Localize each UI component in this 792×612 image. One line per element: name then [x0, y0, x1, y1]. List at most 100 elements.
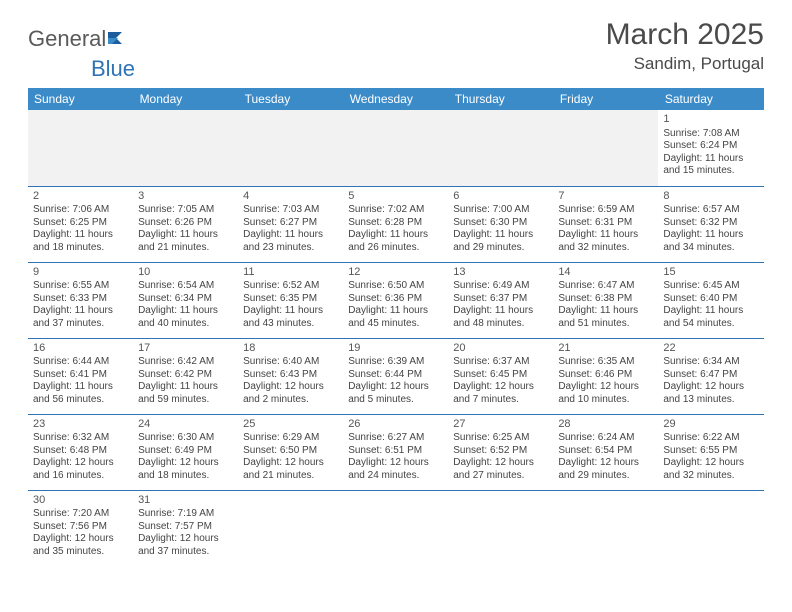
sunset-text: Sunset: 6:35 PM [243, 293, 338, 306]
day-number: 14 [558, 266, 653, 280]
day-number: 7 [558, 190, 653, 204]
calendar-blank [238, 490, 343, 566]
day-number: 29 [663, 418, 758, 432]
sunrise-text: Sunrise: 6:25 AM [453, 432, 548, 445]
sunrise-text: Sunrise: 6:32 AM [33, 432, 128, 445]
daylight-text: Daylight: 12 hours and 13 minutes. [663, 381, 758, 406]
day-number: 17 [138, 342, 233, 356]
day-number: 30 [33, 494, 128, 508]
sunrise-text: Sunrise: 6:50 AM [348, 280, 443, 293]
sunrise-text: Sunrise: 6:44 AM [33, 356, 128, 369]
sunrise-text: Sunrise: 7:20 AM [33, 508, 128, 521]
day-number: 25 [243, 418, 338, 432]
day-number: 5 [348, 190, 443, 204]
sunrise-text: Sunrise: 6:22 AM [663, 432, 758, 445]
sunrise-text: Sunrise: 7:00 AM [453, 204, 548, 217]
sunrise-text: Sunrise: 6:40 AM [243, 356, 338, 369]
calendar-body: 1Sunrise: 7:08 AMSunset: 6:24 PMDaylight… [28, 110, 764, 566]
sunrise-text: Sunrise: 7:06 AM [33, 204, 128, 217]
title-block: March 2025 Sandim, Portugal [606, 18, 764, 74]
calendar-blank [343, 490, 448, 566]
calendar-week: 16Sunrise: 6:44 AMSunset: 6:41 PMDayligh… [28, 338, 764, 414]
daylight-text: Daylight: 11 hours and 40 minutes. [138, 305, 233, 330]
sunset-text: Sunset: 6:30 PM [453, 217, 548, 230]
sunrise-text: Sunrise: 7:08 AM [663, 128, 758, 141]
daylight-text: Daylight: 12 hours and 27 minutes. [453, 457, 548, 482]
day-number: 19 [348, 342, 443, 356]
sunset-text: Sunset: 6:40 PM [663, 293, 758, 306]
day-number: 28 [558, 418, 653, 432]
calendar-day: 10Sunrise: 6:54 AMSunset: 6:34 PMDayligh… [133, 262, 238, 338]
weekday-header: Sunday [28, 88, 133, 110]
daylight-text: Daylight: 11 hours and 29 minutes. [453, 229, 548, 254]
calendar-day: 5Sunrise: 7:02 AMSunset: 6:28 PMDaylight… [343, 186, 448, 262]
sunset-text: Sunset: 6:55 PM [663, 445, 758, 458]
sunset-text: Sunset: 6:50 PM [243, 445, 338, 458]
day-number: 2 [33, 190, 128, 204]
calendar-day: 31Sunrise: 7:19 AMSunset: 7:57 PMDayligh… [133, 490, 238, 566]
day-number: 10 [138, 266, 233, 280]
location: Sandim, Portugal [606, 54, 764, 74]
calendar-day: 24Sunrise: 6:30 AMSunset: 6:49 PMDayligh… [133, 414, 238, 490]
calendar-day: 6Sunrise: 7:00 AMSunset: 6:30 PMDaylight… [448, 186, 553, 262]
daylight-text: Daylight: 12 hours and 10 minutes. [558, 381, 653, 406]
sunset-text: Sunset: 6:26 PM [138, 217, 233, 230]
sunset-text: Sunset: 6:42 PM [138, 369, 233, 382]
calendar-week: 23Sunrise: 6:32 AMSunset: 6:48 PMDayligh… [28, 414, 764, 490]
daylight-text: Daylight: 12 hours and 16 minutes. [33, 457, 128, 482]
sunrise-text: Sunrise: 6:39 AM [348, 356, 443, 369]
calendar-week: 2Sunrise: 7:06 AMSunset: 6:25 PM Daylight… [28, 186, 764, 262]
calendar-day: 8Sunrise: 6:57 AMSunset: 6:32 PMDaylight… [658, 186, 763, 262]
day-number: 11 [243, 266, 338, 280]
daylight-text: Daylight: 12 hours and 5 minutes. [348, 381, 443, 406]
weekday-header: Saturday [658, 88, 763, 110]
calendar-day: 23Sunrise: 6:32 AMSunset: 6:48 PMDayligh… [28, 414, 133, 490]
sunrise-text: Sunrise: 7:19 AM [138, 508, 233, 521]
calendar-blank [133, 110, 238, 186]
day-number: 1 [663, 113, 758, 127]
logo-text-general: General [28, 26, 106, 52]
weekday-header: Wednesday [343, 88, 448, 110]
weekday-header: Monday [133, 88, 238, 110]
calendar-day: 2Sunrise: 7:06 AMSunset: 6:25 PMDaylight… [28, 186, 133, 262]
sunset-text: Sunset: 6:36 PM [348, 293, 443, 306]
sunset-text: Sunset: 6:28 PM [348, 217, 443, 230]
day-number: 27 [453, 418, 548, 432]
calendar-day: 14Sunrise: 6:47 AMSunset: 6:38 PMDayligh… [553, 262, 658, 338]
day-number: 31 [138, 494, 233, 508]
sunset-text: Sunset: 6:47 PM [663, 369, 758, 382]
sunset-text: Sunset: 6:25 PM [33, 217, 128, 230]
calendar-table: SundayMondayTuesdayWednesdayThursdayFrid… [28, 88, 764, 566]
day-number: 6 [453, 190, 548, 204]
calendar-day: 11Sunrise: 6:52 AMSunset: 6:35 PMDayligh… [238, 262, 343, 338]
sunrise-text: Sunrise: 7:03 AM [243, 204, 338, 217]
sunset-text: Sunset: 6:51 PM [348, 445, 443, 458]
sunset-text: Sunset: 6:24 PM [663, 140, 758, 153]
month-title: March 2025 [606, 18, 764, 52]
calendar-blank [553, 110, 658, 186]
day-number: 8 [663, 190, 758, 204]
daylight-text: Daylight: 11 hours and 37 minutes. [33, 305, 128, 330]
daylight-text: Daylight: 11 hours and 54 minutes. [663, 305, 758, 330]
daylight-text: Daylight: 11 hours and 26 minutes. [348, 229, 443, 254]
daylight-text: Daylight: 12 hours and 37 minutes. [138, 533, 233, 558]
daylight-text: Daylight: 11 hours and 15 minutes. [663, 153, 758, 178]
calendar-day: 27Sunrise: 6:25 AMSunset: 6:52 PMDayligh… [448, 414, 553, 490]
daylight-text: Daylight: 11 hours and 45 minutes. [348, 305, 443, 330]
day-number: 16 [33, 342, 128, 356]
calendar-header: SundayMondayTuesdayWednesdayThursdayFrid… [28, 88, 764, 110]
calendar-day: 30Sunrise: 7:20 AMSunset: 7:56 PMDayligh… [28, 490, 133, 566]
sunset-text: Sunset: 6:38 PM [558, 293, 653, 306]
daylight-text: Daylight: 11 hours and 51 minutes. [558, 305, 653, 330]
sunset-text: Sunset: 6:31 PM [558, 217, 653, 230]
daylight-text: Daylight: 12 hours and 24 minutes. [348, 457, 443, 482]
sunrise-text: Sunrise: 6:45 AM [663, 280, 758, 293]
sunrise-text: Sunrise: 6:37 AM [453, 356, 548, 369]
sunrise-text: Sunrise: 6:42 AM [138, 356, 233, 369]
weekday-header: Friday [553, 88, 658, 110]
calendar-day: 18Sunrise: 6:40 AMSunset: 6:43 PMDayligh… [238, 338, 343, 414]
daylight-text: Daylight: 11 hours and 34 minutes. [663, 229, 758, 254]
daylight-text: Daylight: 12 hours and 2 minutes. [243, 381, 338, 406]
sunrise-text: Sunrise: 6:52 AM [243, 280, 338, 293]
day-number: 22 [663, 342, 758, 356]
